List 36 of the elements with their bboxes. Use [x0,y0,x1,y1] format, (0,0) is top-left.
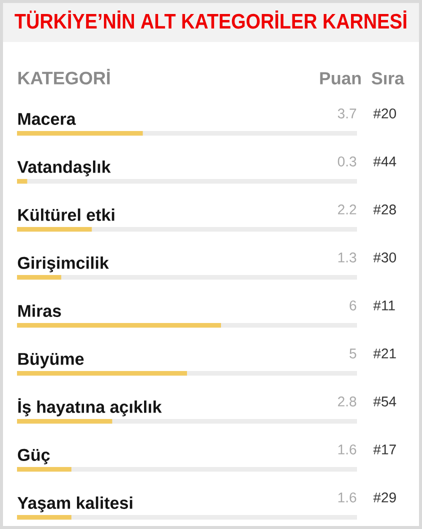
text: #11 [373,300,395,310]
data-label: 6 [350,300,356,310]
y-tick-label: Yaşam kalitesi [18,496,132,512]
data-label: 5 [350,348,356,358]
data-label: 1.6 [338,492,356,502]
text: #30 [373,252,396,262]
bar [17,514,72,520]
text: #17 [373,444,396,454]
x-axis-title: Puan [320,72,361,84]
bar [17,178,28,184]
bar [17,274,62,280]
y-tick-label: Macera [18,113,76,125]
y-tick-label: Büyüme [18,353,84,368]
data-label: 1.6 [338,444,356,454]
y-tick-label: Girişimcilik [18,256,109,272]
data-label: 1.3 [338,252,356,262]
text: #44 [373,156,396,166]
data-label: 0.3 [338,156,356,166]
bar [17,466,72,472]
data-label: 2.8 [338,396,356,406]
text: #21 [373,348,396,358]
bar [17,226,92,232]
y-tick-label: Miras [18,304,61,317]
text: #29 [373,492,396,502]
text: #28 [373,204,396,214]
y-tick-label: İş hayatına açıklık [18,398,162,416]
y-tick-label: Kültürel etki [18,208,114,221]
y-tick-label: Vatandaşlık [17,160,111,176]
chart-title: TÜRKİYE’NİN ALT KATEGORİLER KARNESİ [14,10,406,29]
text: #54 [373,396,396,406]
data-label: 3.7 [338,108,356,118]
y-axis-title: KATEGORİ [18,68,110,84]
y-tick-label: Güç [18,448,50,464]
text: Sıra [372,72,404,84]
data-label: 2.2 [338,204,356,214]
text: #20 [373,108,396,118]
